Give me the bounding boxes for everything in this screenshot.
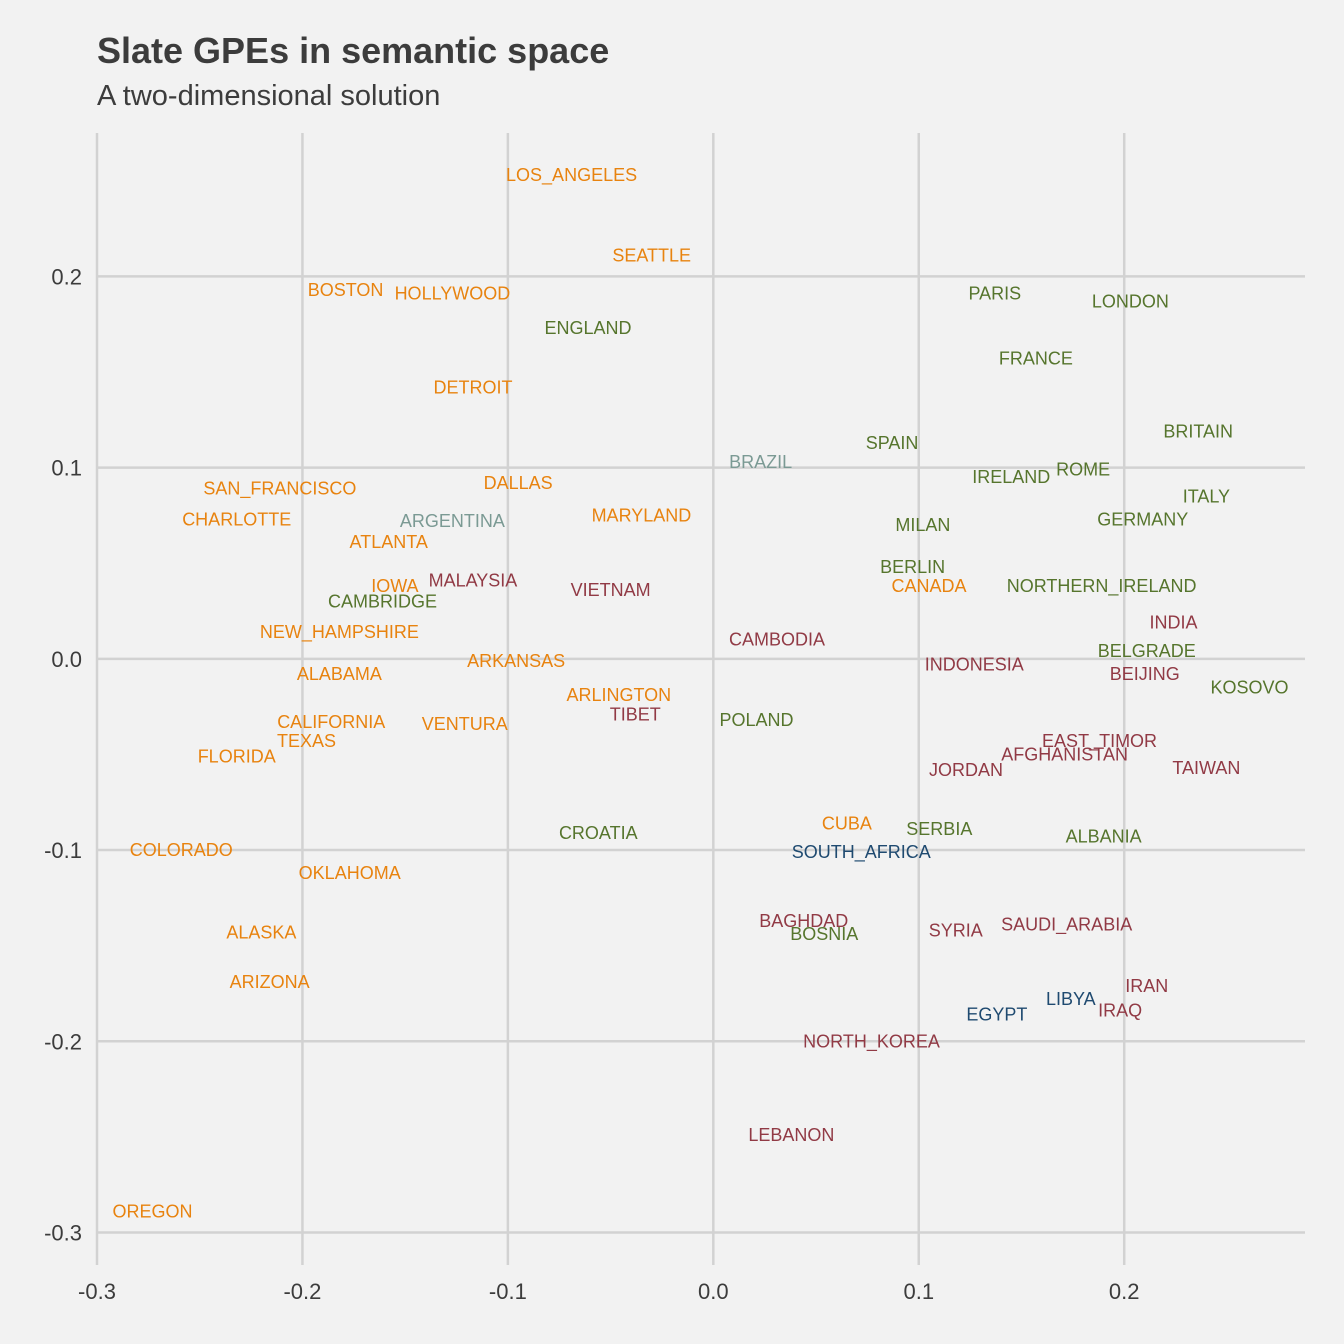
point-label-east-timor: EAST_TIMOR bbox=[1042, 731, 1157, 752]
point-label-croatia: CROATIA bbox=[559, 823, 638, 843]
grid-lines bbox=[95, 133, 1305, 1265]
chart-title: Slate GPEs in semantic space bbox=[97, 30, 610, 71]
point-label-indonesia: INDONESIA bbox=[925, 655, 1024, 675]
point-label-germany: GERMANY bbox=[1097, 509, 1188, 529]
point-label-libya: LIBYA bbox=[1046, 989, 1096, 1009]
point-label-argentina: ARGENTINA bbox=[400, 511, 505, 531]
x-tick-label: 0.0 bbox=[698, 1279, 729, 1304]
point-label-vietnam: VIETNAM bbox=[571, 580, 651, 600]
point-label-lebanon: LEBANON bbox=[748, 1125, 834, 1145]
point-label-ventura: VENTURA bbox=[422, 714, 508, 734]
point-label-london: LONDON bbox=[1092, 291, 1169, 311]
point-label-paris: PARIS bbox=[968, 284, 1021, 304]
point-label-egypt: EGYPT bbox=[966, 1005, 1027, 1025]
point-label-milan: MILAN bbox=[895, 515, 950, 535]
y-tick-label: 0.0 bbox=[51, 647, 82, 672]
point-label-alaska: ALASKA bbox=[226, 922, 296, 942]
point-label-detroit: DETROIT bbox=[433, 377, 512, 397]
point-label-san-francisco: SAN_FRANCISCO bbox=[203, 479, 356, 500]
point-label-ireland: IRELAND bbox=[972, 467, 1050, 487]
x-tick-label: -0.1 bbox=[489, 1279, 527, 1304]
point-label-charlotte: CHARLOTTE bbox=[182, 509, 291, 529]
point-label-france: FRANCE bbox=[999, 349, 1073, 369]
point-label-saudi-arabia: SAUDI_ARABIA bbox=[1001, 915, 1132, 936]
point-label-italy: ITALY bbox=[1183, 486, 1230, 506]
point-label-hollywood: HOLLYWOOD bbox=[395, 284, 511, 304]
point-label-cambridge: CAMBRIDGE bbox=[328, 591, 437, 611]
point-label-arizona: ARIZONA bbox=[230, 972, 310, 992]
point-label-albania: ALBANIA bbox=[1066, 827, 1142, 847]
point-label-malaysia: MALAYSIA bbox=[429, 570, 518, 590]
point-label-rome: ROME bbox=[1056, 460, 1110, 480]
x-tick-label: 0.2 bbox=[1109, 1279, 1140, 1304]
point-label-taiwan: TAIWAN bbox=[1172, 758, 1240, 778]
point-label-oklahoma: OKLAHOMA bbox=[299, 863, 401, 883]
point-label-england: ENGLAND bbox=[544, 318, 631, 338]
point-label-jordan: JORDAN bbox=[929, 760, 1003, 780]
point-label-iowa: IOWA bbox=[371, 576, 418, 596]
point-label-south-africa: SOUTH_AFRICA bbox=[792, 842, 931, 863]
point-label-los-angeles: LOS_ANGELES bbox=[506, 165, 637, 186]
tick-labels: -0.3 -0.2 -0.1 0.0 0.1 0.2 0.2 0.1 0.0 -0.1 -0.2 -0… bbox=[44, 264, 1139, 1304]
point-label-canada: CANADA bbox=[892, 576, 967, 596]
y-tick-label: -0.1 bbox=[44, 838, 82, 863]
y-tick-label: 0.1 bbox=[51, 456, 82, 481]
y-tick-label: -0.2 bbox=[44, 1029, 82, 1054]
point-label-belgrade: BELGRADE bbox=[1098, 641, 1196, 661]
point-label-iraq: IRAQ bbox=[1098, 1001, 1142, 1021]
point-label-britain: BRITAIN bbox=[1163, 421, 1233, 441]
x-tick-label: 0.1 bbox=[903, 1279, 934, 1304]
point-label-tibet: TIBET bbox=[610, 704, 661, 724]
point-label-cuba: CUBA bbox=[822, 813, 872, 833]
point-label-colorado: COLORADO bbox=[130, 840, 233, 860]
point-label-florida: FLORIDA bbox=[198, 746, 276, 766]
y-tick-label: 0.2 bbox=[51, 264, 82, 289]
point-label-oregon: OREGON bbox=[112, 1201, 192, 1221]
point-label-atlanta: ATLANTA bbox=[350, 532, 428, 552]
point-label-spain: SPAIN bbox=[866, 433, 919, 453]
point-label-bosnia: BOSNIA bbox=[790, 924, 858, 944]
point-label-baghdad: BAGHDAD bbox=[759, 911, 848, 931]
point-label-syria: SYRIA bbox=[929, 920, 983, 940]
point-label-california: CALIFORNIA bbox=[277, 712, 385, 732]
point-label-dallas: DALLAS bbox=[484, 473, 553, 493]
point-label-poland: POLAND bbox=[719, 710, 793, 730]
point-label-cambodia: CAMBODIA bbox=[729, 630, 825, 650]
point-label-kosovo: KOSOVO bbox=[1211, 678, 1289, 698]
point-label-seattle: SEATTLE bbox=[612, 245, 691, 265]
x-tick-label: -0.2 bbox=[283, 1279, 321, 1304]
point-label-maryland: MARYLAND bbox=[592, 505, 692, 525]
point-label-north-korea: NORTH_KOREA bbox=[803, 1031, 940, 1052]
point-label-alabama: ALABAMA bbox=[297, 664, 382, 684]
point-label-new-hampshire: NEW_HAMPSHIRE bbox=[260, 622, 419, 643]
point-label-berlin: BERLIN bbox=[880, 557, 945, 577]
point-label-boston: BOSTON bbox=[308, 280, 384, 300]
point-label-serbia: SERBIA bbox=[906, 819, 972, 839]
y-tick-label: -0.3 bbox=[44, 1220, 82, 1245]
x-tick-label: -0.3 bbox=[78, 1279, 116, 1304]
point-label-beijing: BEIJING bbox=[1110, 664, 1180, 684]
point-label-iran: IRAN bbox=[1125, 976, 1168, 996]
point-label-arkansas: ARKANSAS bbox=[467, 651, 565, 671]
point-label-brazil: BRAZIL bbox=[729, 452, 792, 472]
point-labels: LOS_ANGELES SEATTLE BOSTON HOLLYWOOD ENGLAND… bbox=[112, 165, 1288, 1221]
point-label-texas: TEXAS bbox=[277, 731, 336, 751]
point-label-afghanistan: AFGHANISTAN bbox=[1001, 744, 1128, 764]
chart-subtitle: A two-dimensional solution bbox=[97, 80, 441, 112]
point-label-northern-ireland: NORTHERN_IRELAND bbox=[1007, 576, 1197, 597]
point-label-arlington: ARLINGTON bbox=[566, 685, 671, 705]
point-label-india: INDIA bbox=[1150, 613, 1198, 633]
